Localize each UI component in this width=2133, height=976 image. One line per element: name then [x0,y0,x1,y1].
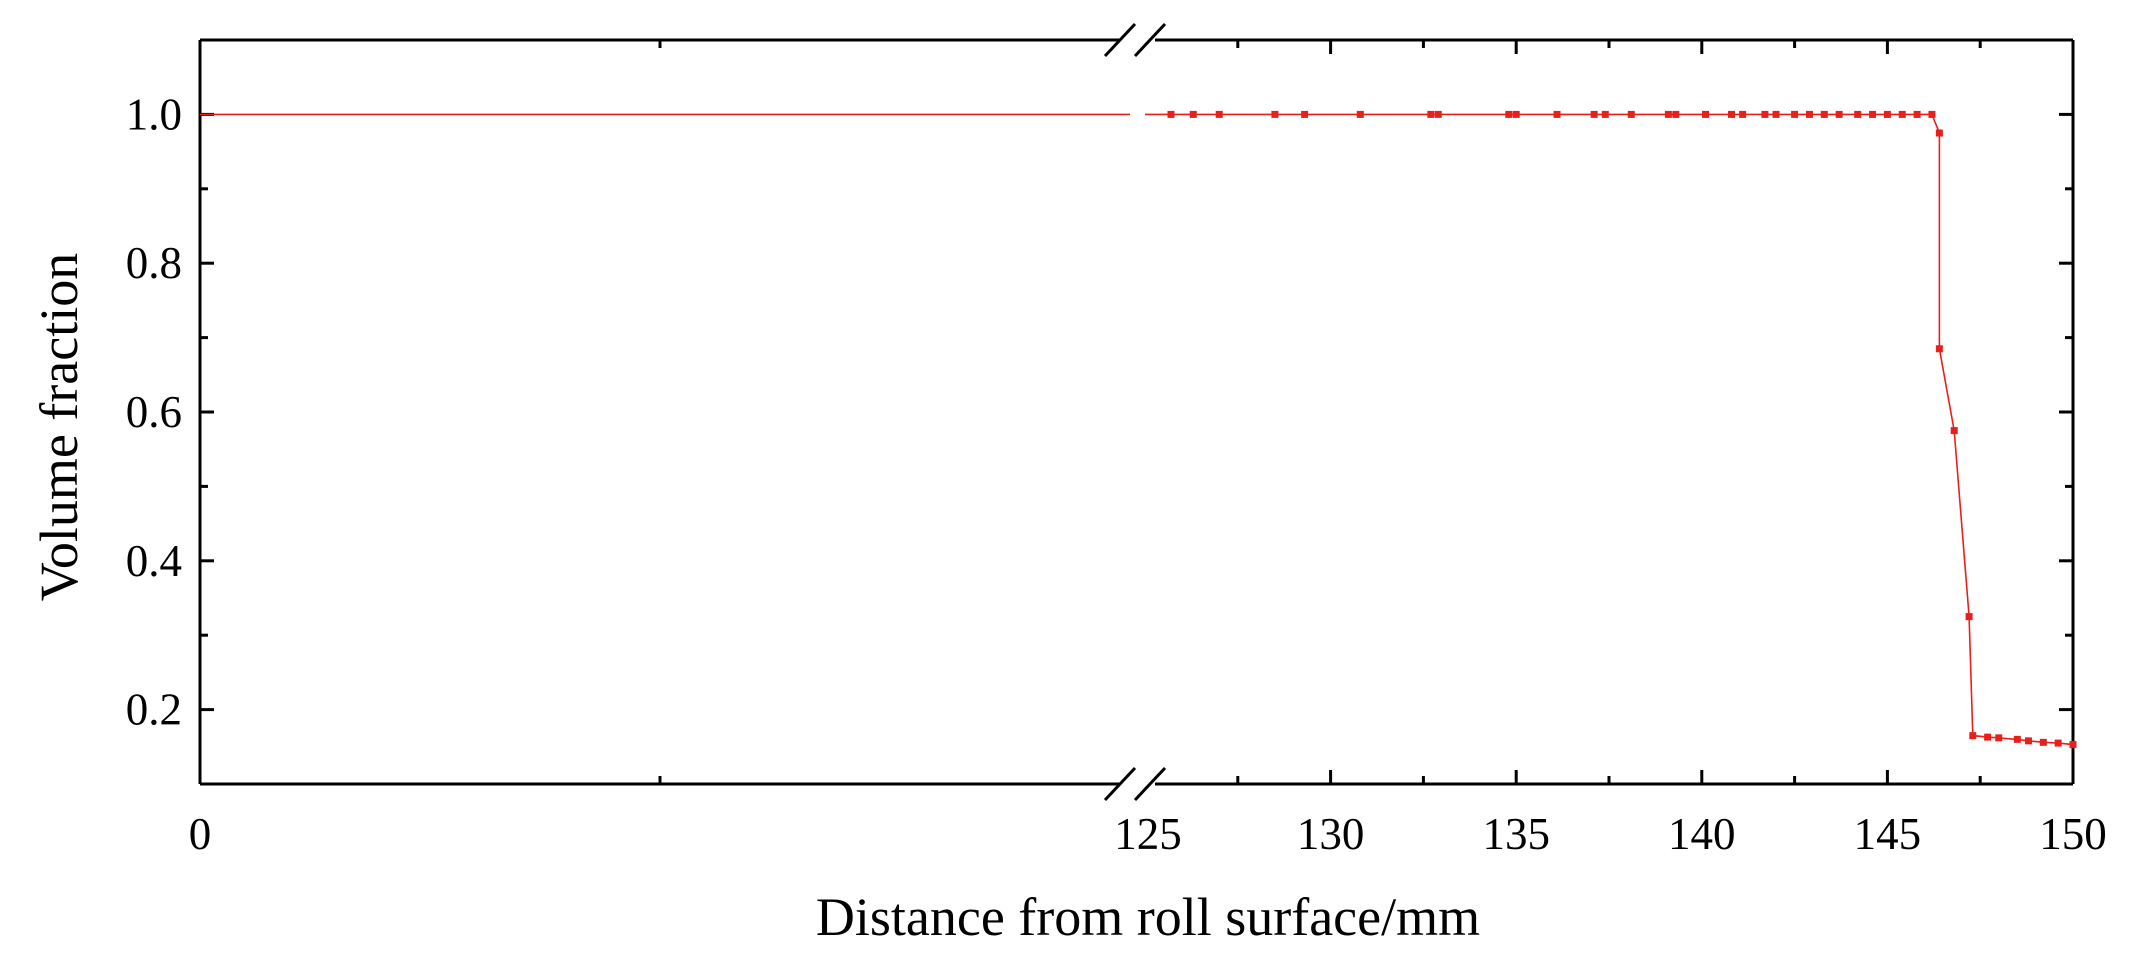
y-axis-title: Volume fraction [29,253,89,601]
data-point [1772,110,1780,118]
data-point [1761,110,1769,118]
data-point [1301,110,1309,118]
x-tick-label: 125 [1114,809,1182,859]
data-point [2039,738,2047,746]
axis-break-slash-top [1133,22,1167,58]
data-point [1791,110,1799,118]
data-point [1601,110,1609,118]
data-point [1590,110,1598,118]
data-point [1965,613,1973,621]
x-tick-label: 140 [1668,809,1736,859]
data-series [200,110,2077,749]
data-point [1189,110,1197,118]
data-point [1627,110,1635,118]
axis-ticks [200,40,2075,784]
data-point [1883,110,1891,118]
axis-break-slash-top [1103,22,1137,58]
x-tick-label: 130 [1297,809,1365,859]
data-point [1505,110,1513,118]
series-line [1145,113,2074,746]
data-point [1869,110,1877,118]
data-point [1512,110,1520,118]
data-point [1854,110,1862,118]
data-point [2054,739,2062,747]
data-point [1913,110,1921,118]
data-point [1727,110,1735,118]
data-point [1984,733,1992,741]
y-tick-label: 0.8 [126,238,182,288]
data-point [1969,732,1977,740]
data-point [1950,427,1958,435]
data-point [2013,735,2021,743]
data-point [1664,110,1672,118]
y-tick-label: 0.6 [126,387,182,437]
x-tick-label: 0 [189,809,212,859]
data-point [2024,737,2032,745]
data-point [2069,741,2077,749]
data-point [1672,110,1680,118]
data-point [1739,110,1747,118]
data-point [1820,110,1828,118]
x-tick-label: 145 [1854,809,1922,859]
axis-break-marks [1103,22,1167,802]
data-point [1427,110,1435,118]
data-point [1553,110,1561,118]
x-tick-label: 135 [1482,809,1550,859]
data-point [1928,110,1936,118]
data-point [1805,110,1813,118]
data-point [1835,110,1843,118]
plot-frame [198,38,2075,786]
x-axis-title: Distance from roll surface/mm [816,887,1480,947]
data-point [1935,345,1943,353]
data-point [1215,110,1223,118]
y-tick-label: 0.4 [126,536,182,586]
data-point [1167,110,1175,118]
data-point [1434,110,1442,118]
data-point [1935,129,1943,137]
data-point [1898,110,1906,118]
axis-break-slash-bottom [1103,766,1137,802]
tick-labels: 0.2 0.4 0.6 0.8 1.0 0 125 130 135 140 145 150 [126,89,2107,859]
data-point [1271,110,1279,118]
axis-break-slash-bottom [1133,766,1167,802]
data-point [1356,110,1364,118]
y-tick-label: 1.0 [126,89,182,139]
x-tick-label: 150 [2039,809,2107,859]
data-point [1995,734,2003,742]
y-tick-label: 0.2 [126,685,182,735]
data-point [1702,110,1710,118]
